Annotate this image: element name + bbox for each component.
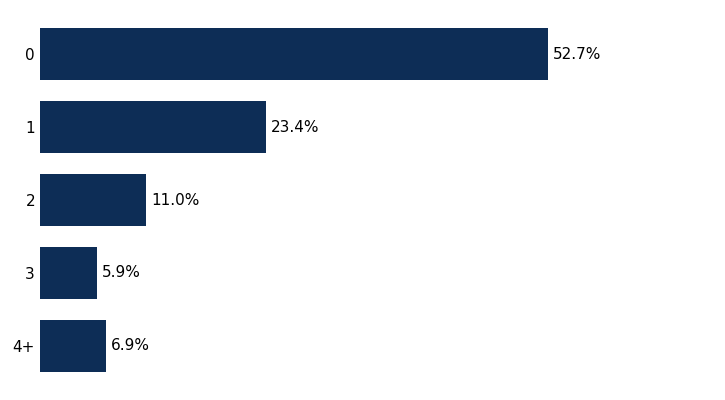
Bar: [40, 174, 146, 226]
Bar: [40, 28, 548, 80]
Text: 52.7%: 52.7%: [553, 47, 602, 62]
Bar: [40, 320, 107, 372]
Text: 23.4%: 23.4%: [270, 120, 319, 135]
Text: 6.9%: 6.9%: [111, 338, 150, 353]
Bar: [40, 101, 265, 153]
Bar: [40, 247, 97, 299]
Text: 11.0%: 11.0%: [151, 192, 199, 208]
Text: 5.9%: 5.9%: [102, 265, 141, 280]
